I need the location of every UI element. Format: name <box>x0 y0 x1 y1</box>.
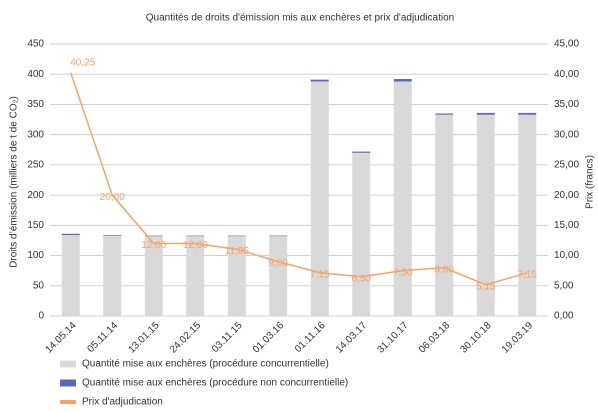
x-tick-label: 13.01.15 <box>126 320 162 356</box>
bar <box>435 114 454 316</box>
y-tick-label: 400 <box>27 69 44 80</box>
y2-tick-label: 40,00 <box>554 69 579 80</box>
y2-axis-label: Prix (francs) <box>585 155 596 209</box>
legend-label: Quantité mise aux enchères (procédure no… <box>82 378 348 389</box>
x-tick-label: 31.10.17 <box>375 320 411 356</box>
y2-tick-label: 10,00 <box>554 250 579 261</box>
y-axis-label: Droits d’émission (milliers de t de CO₂) <box>9 96 20 268</box>
x-tick-label: 19.03.19 <box>500 320 536 356</box>
bar <box>352 152 371 316</box>
data-label: 12,00 <box>141 240 166 251</box>
x-tick-label: 14.05.14 <box>43 320 79 356</box>
y-tick-label: 150 <box>27 220 44 231</box>
bar <box>144 236 163 316</box>
bar <box>393 79 412 82</box>
x-tick-label: 01.03.16 <box>251 320 287 356</box>
data-label: 6,50 <box>352 273 372 284</box>
legend-swatch <box>60 360 76 368</box>
x-tick-label: 30.10.18 <box>458 320 494 356</box>
bar <box>393 81 412 316</box>
y2-tick-label: 20,00 <box>554 190 579 201</box>
y-tick-label: 200 <box>27 190 44 201</box>
data-label: 7,15 <box>310 269 330 280</box>
y2-tick-label: 15,00 <box>554 220 579 231</box>
bar <box>310 79 329 82</box>
bar <box>310 81 329 316</box>
y-tick-label: 350 <box>27 99 44 110</box>
chart-title: Quantités de droits d'émission mis aux e… <box>146 13 454 24</box>
y2-tick-label: 5,00 <box>554 280 574 291</box>
y-tick-label: 0 <box>38 311 44 322</box>
bar <box>435 113 454 115</box>
y2-tick-label: 35,00 <box>554 99 579 110</box>
legend-label: Quantité mise aux enchères (procédure co… <box>82 359 329 370</box>
bar <box>518 112 537 115</box>
x-tick-label: 14.03.17 <box>334 320 370 356</box>
bar <box>61 233 80 236</box>
line <box>70 72 528 286</box>
legend-label: Prix d'adjudication <box>82 397 163 408</box>
bar <box>227 235 246 237</box>
y2-tick-label: 25,00 <box>554 160 579 171</box>
y-tick-label: 450 <box>27 39 44 50</box>
bar <box>476 112 495 115</box>
legend-swatch <box>60 400 76 404</box>
x-tick-label: 05.11.14 <box>85 320 120 355</box>
data-label: 11,05 <box>225 246 250 257</box>
bar <box>227 236 246 316</box>
bar <box>144 235 163 237</box>
data-label: 7,50 <box>393 267 413 278</box>
bar <box>186 236 205 316</box>
x-tick-label: 03.11.15 <box>210 320 245 355</box>
data-label: 7,15 <box>518 269 538 280</box>
data-label: 40,25 <box>70 57 95 68</box>
y2-tick-label: 30,00 <box>554 129 579 140</box>
data-label: 9,00 <box>269 258 289 269</box>
bar <box>476 114 495 316</box>
y-tick-label: 100 <box>27 250 44 261</box>
x-tick-label: 24.02.15 <box>168 320 204 356</box>
bar <box>103 235 122 316</box>
bar <box>518 114 537 316</box>
y-tick-label: 250 <box>27 160 44 171</box>
bar <box>61 235 80 316</box>
bar <box>103 235 122 236</box>
legend-swatch <box>60 379 76 387</box>
bar <box>269 236 288 316</box>
bar <box>186 235 205 237</box>
y-tick-label: 50 <box>33 280 45 291</box>
bar <box>352 151 371 153</box>
y2-tick-label: 0,00 <box>554 311 574 322</box>
data-label: 5,15 <box>476 282 496 293</box>
data-label: 20,00 <box>100 192 125 203</box>
y-tick-label: 300 <box>27 129 44 140</box>
x-tick-label: 06.03.18 <box>417 320 453 356</box>
y2-tick-label: 45,00 <box>554 39 579 50</box>
data-label: 12,00 <box>183 240 208 251</box>
bar <box>269 235 288 237</box>
data-label: 8,00 <box>435 264 455 275</box>
x-tick-label: 01.11.16 <box>293 320 328 355</box>
